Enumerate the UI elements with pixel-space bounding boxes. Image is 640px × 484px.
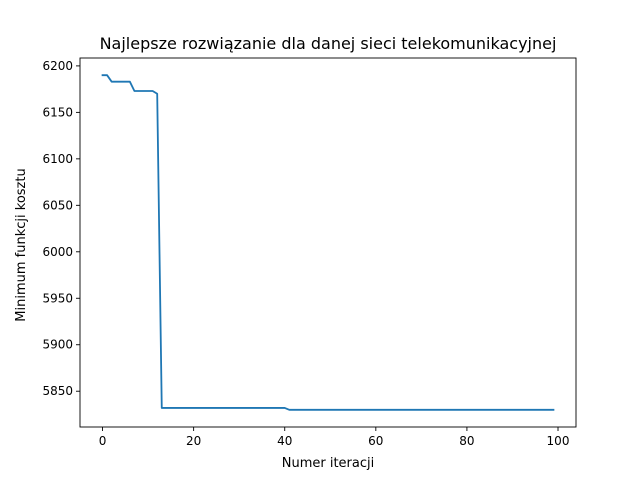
series-line-0: [101, 74, 555, 411]
y-axis-label: Minimum funkcji kosztu: [14, 168, 29, 321]
chart-title: Najlepsze rozwiązanie dla danej sieci te…: [100, 34, 557, 53]
x-tick-label: 20: [186, 434, 201, 448]
plot-area: [101, 74, 555, 411]
x-tick-label: 60: [368, 434, 383, 448]
x-tick-label: 80: [459, 434, 474, 448]
y-tick-label: 6150: [42, 105, 73, 119]
x-tick-label: 0: [99, 434, 107, 448]
plot-frame: [79, 57, 577, 428]
y-tick-label: 6050: [42, 198, 73, 212]
y-tick-label: 6200: [42, 59, 73, 73]
x-axis-label: Numer iteracji: [282, 456, 375, 471]
y-tick-label: 6100: [42, 152, 73, 166]
y-tick-label: 5850: [42, 384, 73, 398]
y-tick-label: 5950: [42, 291, 73, 305]
x-tick-label: 40: [277, 434, 292, 448]
y-tick-label: 6000: [42, 245, 73, 259]
x-tick-label: 100: [547, 434, 570, 448]
y-tick-label: 5900: [42, 338, 73, 352]
axes: 0 20 40 60 80 100 5850 5900 5950 6000 6050 6100 6150…: [42, 57, 577, 448]
